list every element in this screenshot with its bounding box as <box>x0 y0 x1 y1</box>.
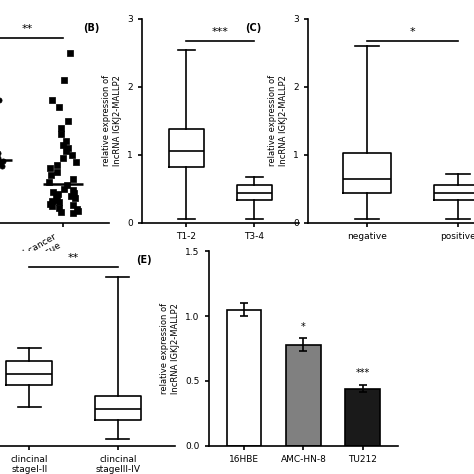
Point <box>46 164 54 172</box>
Text: **: ** <box>68 253 79 263</box>
Point <box>64 117 72 125</box>
Point <box>60 155 67 162</box>
Point <box>50 188 57 195</box>
Point <box>69 186 77 194</box>
Text: *: * <box>301 321 306 331</box>
Point <box>60 76 68 84</box>
Point <box>57 131 64 138</box>
Point <box>53 168 60 176</box>
Point <box>71 194 79 202</box>
Point <box>48 97 55 104</box>
Point <box>0 161 1 168</box>
Point <box>72 158 79 165</box>
Bar <box>286 345 320 446</box>
Point <box>69 151 76 159</box>
Y-axis label: relative expression of
lncRNA IGKJ2-MALLP2: relative expression of lncRNA IGKJ2-MALL… <box>268 75 288 166</box>
Point <box>47 172 55 179</box>
Text: (B): (B) <box>83 23 99 33</box>
Point <box>0 157 7 165</box>
Text: ***: *** <box>356 368 370 378</box>
Point <box>55 204 63 211</box>
Text: (C): (C) <box>246 23 262 33</box>
Point <box>61 185 68 192</box>
Point <box>69 201 77 209</box>
Point <box>0 97 2 104</box>
Point <box>73 205 81 213</box>
Point <box>62 148 70 155</box>
Point <box>54 161 61 169</box>
Point <box>69 175 77 182</box>
Point <box>63 182 71 189</box>
Point <box>0 162 6 170</box>
Point <box>58 208 65 216</box>
Y-axis label: relative expression of
lncRNA IGKJ2-MALLP2: relative expression of lncRNA IGKJ2-MALL… <box>102 75 122 166</box>
Point <box>63 137 70 145</box>
Point <box>55 103 63 111</box>
Point <box>64 144 71 152</box>
Point <box>59 141 67 148</box>
Point <box>53 193 60 201</box>
Point <box>66 49 73 57</box>
Bar <box>227 310 261 446</box>
Text: ***: *** <box>212 27 229 37</box>
Point <box>48 203 55 210</box>
Bar <box>346 389 380 446</box>
Point <box>46 200 54 208</box>
Point <box>67 192 74 200</box>
Point <box>54 196 61 203</box>
Point <box>55 199 63 206</box>
Point <box>57 124 65 131</box>
Point <box>45 178 53 186</box>
Text: *: * <box>410 27 415 37</box>
Text: **: ** <box>22 24 33 34</box>
Point <box>74 207 82 214</box>
Point <box>55 191 62 198</box>
Point <box>0 150 2 157</box>
Point <box>70 189 78 197</box>
Text: (E): (E) <box>137 255 152 265</box>
Point <box>0 159 3 167</box>
Point <box>48 197 56 205</box>
Y-axis label: relative expression of
lncRNA IGKJ2-MALLP2: relative expression of lncRNA IGKJ2-MALL… <box>160 303 180 394</box>
Point <box>69 210 77 217</box>
Point <box>0 155 2 162</box>
